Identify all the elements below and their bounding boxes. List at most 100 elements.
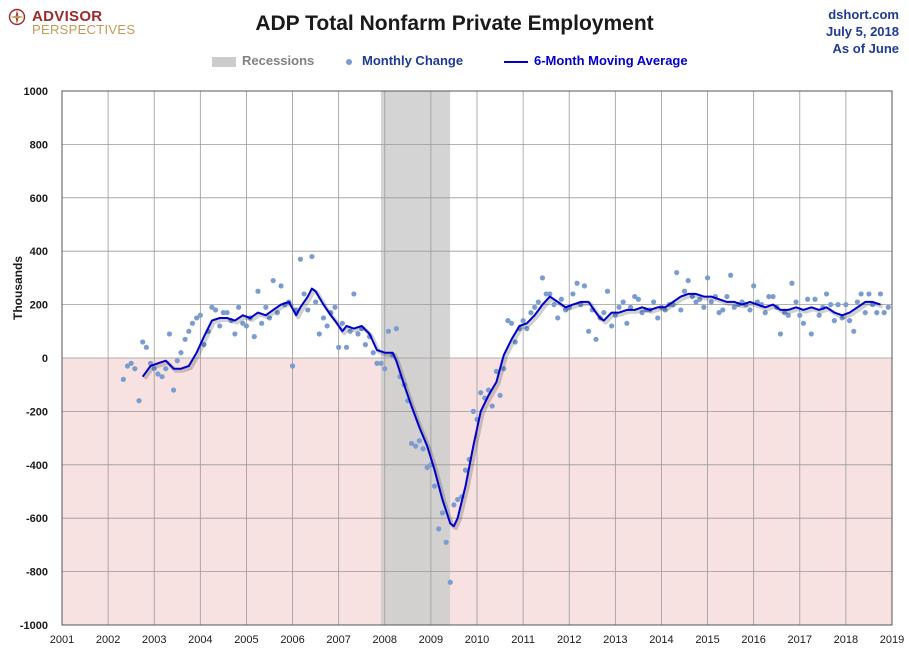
monthly-point: [877, 291, 884, 297]
monthly-point: [604, 288, 611, 294]
monthly-point: [627, 304, 634, 310]
monthly-point: [347, 328, 353, 334]
y-tick-label: -400: [26, 460, 48, 472]
monthly-point: [393, 326, 399, 332]
monthly-point: [270, 277, 276, 284]
monthly-point: [805, 296, 811, 302]
x-tick-label: 2011: [511, 634, 535, 646]
monthly-point: [831, 318, 837, 324]
monthly-point: [678, 307, 684, 313]
monthly-point: [543, 291, 549, 297]
monthly-point: [136, 398, 142, 404]
monthly-point: [716, 310, 722, 316]
source-line-3: As of June: [832, 41, 899, 56]
monthly-point: [655, 315, 661, 321]
monthly-point: [601, 310, 607, 316]
x-tick-label: 2008: [373, 634, 397, 646]
monthly-point: [808, 331, 814, 337]
monthly-point: [289, 363, 296, 369]
monthly-point: [132, 366, 138, 372]
monthly-point: [616, 304, 622, 310]
chart-title: ADP Total Nonfarm Private Employment: [255, 12, 654, 35]
monthly-point: [835, 302, 841, 308]
monthly-point: [720, 307, 726, 313]
monthly-point: [651, 299, 657, 305]
monthly-point: [693, 299, 699, 305]
monthly-point: [174, 358, 180, 364]
y-tick-label: 600: [30, 193, 48, 205]
monthly-point: [862, 310, 868, 316]
monthly-point: [524, 326, 530, 332]
monthly-point: [470, 408, 476, 414]
monthly-point: [443, 539, 449, 545]
monthly-point: [708, 299, 714, 305]
monthly-point: [843, 302, 849, 308]
monthly-point: [800, 320, 807, 326]
monthly-point: [785, 312, 791, 318]
monthly-point: [539, 275, 546, 281]
monthly-point: [266, 315, 273, 321]
monthly-point: [701, 304, 707, 310]
legend-recession-swatch: [212, 56, 236, 67]
monthly-point: [447, 579, 453, 585]
monthly-point: [143, 344, 149, 350]
monthly-point: [777, 331, 784, 337]
monthly-point: [505, 318, 511, 324]
monthly-point: [224, 310, 230, 316]
x-tick-label: 2002: [96, 634, 120, 646]
monthly-point: [305, 307, 311, 313]
monthly-point: [685, 277, 691, 284]
monthly-point: [159, 374, 165, 380]
monthly-point: [728, 272, 734, 278]
monthly-point: [797, 312, 803, 318]
legend: Recessions Monthly Change 6-Month Moving…: [0, 53, 909, 71]
monthly-point: [866, 291, 872, 297]
monthly-point: [662, 307, 668, 313]
monthly-point: [789, 280, 795, 286]
x-tick-label: 2004: [188, 634, 212, 646]
monthly-point: [823, 291, 830, 297]
x-tick-label: 2019: [880, 634, 904, 646]
monthly-point: [209, 304, 215, 310]
monthly-point: [194, 315, 200, 321]
y-tick-label: -800: [26, 567, 48, 579]
legend-monthly: Monthly Change: [346, 53, 463, 68]
monthly-point: [274, 310, 280, 316]
monthly-point: [585, 328, 592, 334]
source-block: dshort.com July 5, 2018 As of June: [826, 6, 899, 57]
monthly-point: [612, 312, 618, 318]
monthly-point: [370, 350, 376, 356]
monthly-point: [781, 310, 788, 316]
monthly-point: [620, 299, 626, 305]
monthly-point: [881, 310, 887, 316]
x-tick-label: 2003: [142, 634, 166, 646]
monthly-point: [140, 339, 146, 345]
monthly-point: [635, 296, 641, 302]
plot-border: [61, 90, 893, 626]
monthly-point: [512, 339, 518, 345]
monthly-point: [170, 387, 177, 393]
monthly-point: [762, 310, 768, 316]
monthly-point: [182, 336, 188, 342]
monthly-point: [408, 440, 415, 447]
monthly-point: [332, 304, 338, 310]
monthly-point: [278, 283, 284, 289]
monthly-point: [751, 283, 757, 289]
monthly-point: [178, 350, 184, 356]
x-tick-label: 2017: [788, 634, 812, 646]
monthly-point: [439, 510, 446, 516]
monthly-point: [297, 256, 303, 262]
monthly-point: [489, 403, 495, 409]
y-tick-label: -1000: [20, 620, 48, 632]
monthly-point: [436, 526, 442, 532]
x-tick-label: 2010: [465, 634, 489, 646]
monthly-point: [508, 320, 515, 326]
monthly-point: [828, 302, 834, 308]
x-tick-label: 2015: [695, 634, 719, 646]
y-axis-label: Thousands: [11, 256, 25, 320]
monthly-point: [704, 275, 711, 281]
monthly-point: [201, 342, 207, 348]
monthly-point: [128, 360, 134, 366]
logo-line1: ADVISOR: [32, 8, 103, 25]
monthly-point: [547, 291, 553, 297]
